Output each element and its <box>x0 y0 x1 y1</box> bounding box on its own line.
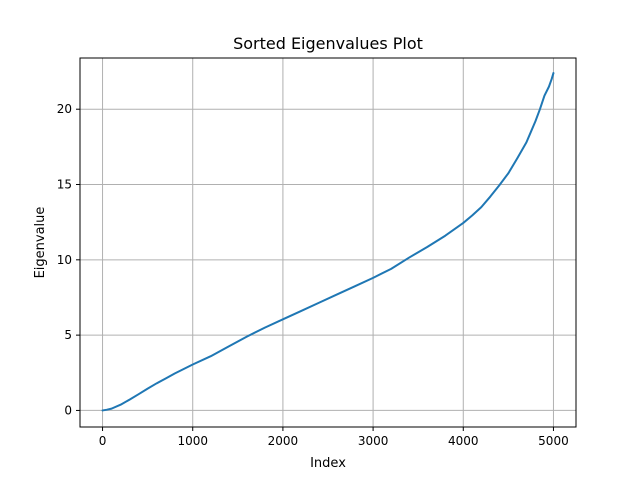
x-tick-label: 0 <box>99 434 107 448</box>
x-tick-label: 2000 <box>268 434 299 448</box>
y-tick-label: 0 <box>64 403 72 417</box>
y-ticks: 0 5 10 15 20 <box>57 102 80 417</box>
grid <box>80 58 576 427</box>
plot-frame <box>79 57 577 428</box>
y-axis-label: Eigenvalue <box>33 207 48 279</box>
chart-title: Sorted Eigenvalues Plot <box>233 34 423 53</box>
series-layer <box>101 72 555 412</box>
x-tick-label: 4000 <box>448 434 479 448</box>
x-ticks: 0 1000 2000 3000 4000 5000 <box>99 427 569 448</box>
x-axis-label: Index <box>310 456 346 471</box>
x-tick-label: 5000 <box>538 434 569 448</box>
y-tick-label: 15 <box>57 178 72 192</box>
x-tick-label: 3000 <box>358 434 389 448</box>
y-tick-label: 20 <box>57 102 72 116</box>
y-tick-label: 5 <box>64 328 72 342</box>
x-tick-label: 1000 <box>177 434 208 448</box>
eigenvalue-series-line <box>101 72 555 412</box>
y-tick-label: 10 <box>57 253 72 267</box>
